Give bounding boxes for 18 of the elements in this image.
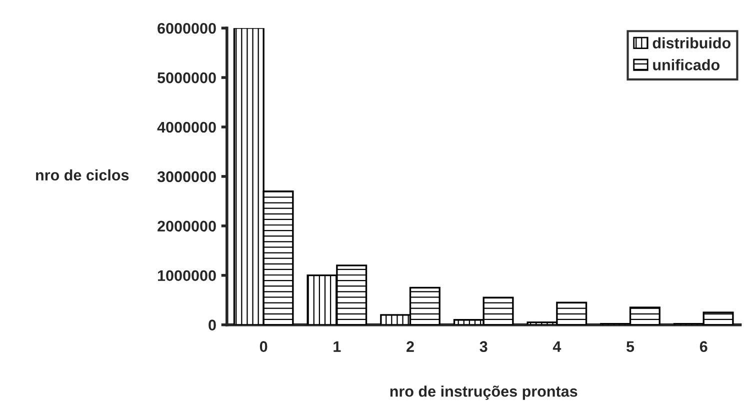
- y-axis-title: nro de ciclos: [36, 169, 129, 181]
- legend-label: distribuido: [652, 37, 731, 48]
- x-tick-label: 2: [406, 341, 414, 352]
- x-tick-label: 0: [260, 341, 268, 352]
- x-tick-label: 3: [480, 341, 488, 352]
- x-tick-label: 6: [700, 341, 708, 352]
- y-tick-label: 0: [208, 320, 216, 330]
- x-axis-title: nro de instruções prontas: [390, 386, 578, 400]
- y-tick-label: 5000000: [158, 72, 216, 84]
- x-tick-label: 1: [334, 341, 341, 352]
- y-tick-label: 6000000: [158, 22, 216, 34]
- y-tick-label: 1000000: [158, 270, 216, 282]
- x-tick-label: 5: [626, 341, 634, 352]
- legend-label: unificado: [653, 59, 720, 70]
- y-tick-label: 4000000: [157, 122, 216, 133]
- y-tick-label: 2000000: [158, 220, 216, 232]
- x-tick-label: 4: [552, 341, 562, 352]
- y-tick-label: 3000000: [157, 171, 216, 182]
